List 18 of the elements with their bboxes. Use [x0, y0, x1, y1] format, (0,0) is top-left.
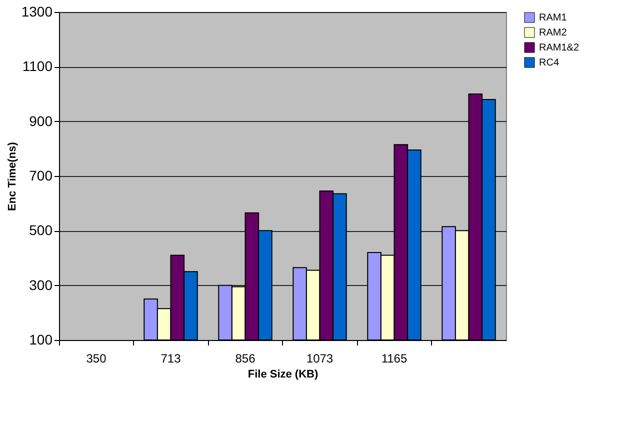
- y-tick-label: 500: [29, 222, 53, 238]
- y-axis-title: Enc Time(ns): [6, 142, 18, 211]
- x-tick-label: 1073: [306, 352, 334, 366]
- legend-label: RAM1: [539, 12, 568, 24]
- x-axis-title: File Size (KB): [248, 368, 318, 380]
- x-tick-label: 350: [86, 352, 107, 366]
- x-tick-label: 1165: [381, 352, 408, 366]
- y-tick-label: 1100: [22, 58, 53, 74]
- y-tick-label: 100: [29, 332, 53, 348]
- y-tick-label: 300: [29, 276, 53, 293]
- y-tick-label: 1300: [21, 4, 53, 20]
- x-tick-label: 856: [235, 352, 256, 366]
- legend-label: RAM1&2: [539, 42, 580, 54]
- x-tick-label: 713: [160, 352, 182, 366]
- legend-label: RAM2: [539, 28, 568, 38]
- legend-label: RC4: [539, 58, 560, 68]
- y-tick-label: 900: [29, 112, 53, 129]
- y-tick-label: 700: [29, 168, 53, 184]
